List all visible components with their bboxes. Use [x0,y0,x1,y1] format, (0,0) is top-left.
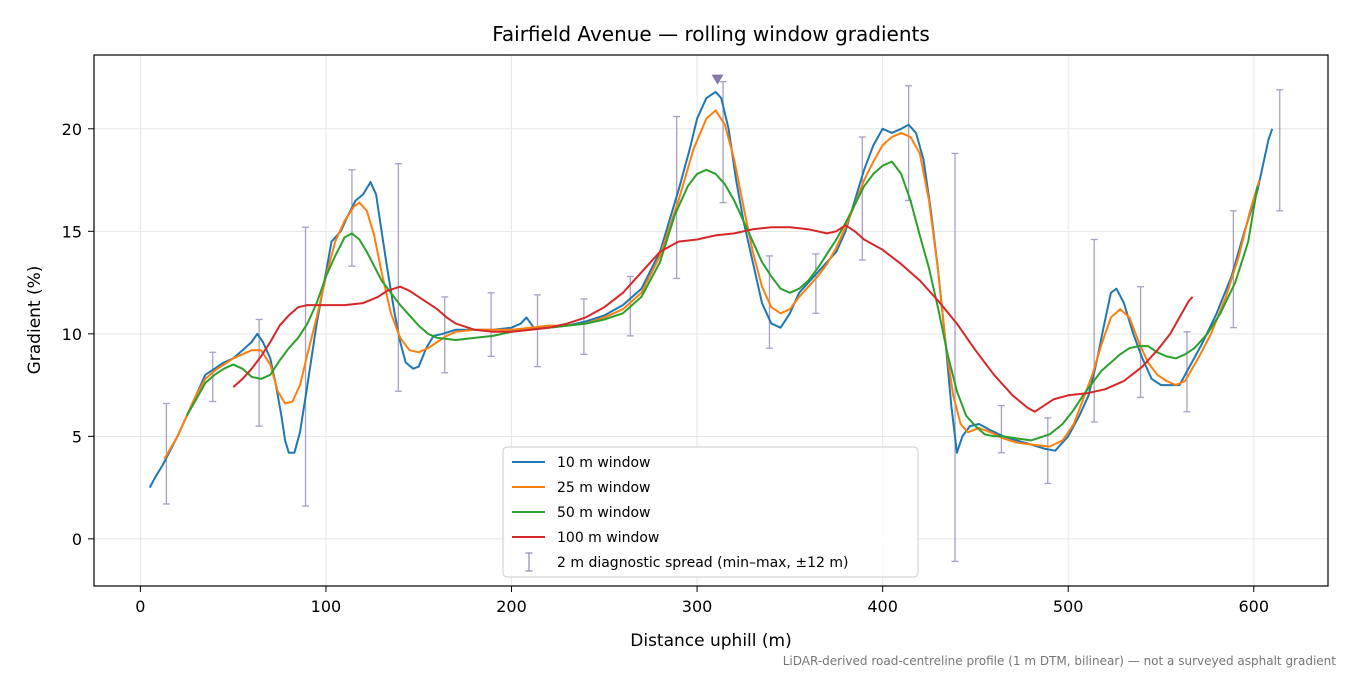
diagnostic-bar [533,294,541,368]
legend-label: 10 m window [557,455,650,471]
x-tick-label: 600 [1239,597,1270,616]
legend-label: 100 m window [557,530,659,546]
series-line-2 [163,109,1261,460]
plot-frame [93,54,1329,587]
x-tick-label: 200 [496,597,527,616]
diagnostic-bar [1137,286,1145,399]
diagnostic-bar [951,152,959,563]
y-tick-label: 10 [62,325,82,344]
x-tick-label: 100 [311,597,342,616]
diagnostic-bar [348,169,356,267]
legend: 10 m window 25 m window 50 m window 100 m w… [502,446,919,578]
diagnostic-bar [394,163,402,392]
x-tick-label: 400 [867,597,898,616]
x-tick-label: 0 [135,597,145,616]
series-line-1 [148,90,1274,489]
y-axis-ticks: 0 5 10 15 20 [62,120,94,549]
diagnostic-bar [812,253,820,314]
y-axis-title: Gradient (%) [25,266,45,375]
diagnostic-bar [858,136,866,261]
diagnostic-bar [1044,417,1052,485]
diagnostic-bar [997,404,1005,454]
x-tick-label: 300 [682,597,713,616]
peak-marker [711,74,724,85]
x-axis-title: Distance uphill (m) [630,631,791,651]
series-line-4 [232,224,1194,413]
legend-label: 2 m diagnostic spread (min–max, ±12 m) [557,555,848,571]
diagnostic-bar [1276,89,1284,212]
series-lines [148,90,1274,489]
y-tick-label: 0 [72,530,82,549]
peak-markers [711,74,724,85]
y-tick-label: 5 [72,427,82,446]
diagnostic-spread-bars [162,81,1284,563]
y-tick-label: 20 [62,120,82,139]
legend-label: 25 m window [557,480,650,496]
diagnostic-bar [487,292,495,358]
diagnostic-bar [441,296,449,374]
x-axis-ticks: 0 100 200 300 400 500 600 [135,586,1269,616]
chart-title: Fairfield Avenue — rolling window gradie… [492,22,930,46]
diagnostic-bar [302,226,310,507]
x-tick-label: 500 [1053,597,1084,616]
legend-label: 50 m window [557,505,650,521]
footnote: LiDAR-derived road-centreline profile (1… [783,654,1337,668]
y-tick-label: 15 [62,222,82,241]
legend-box [502,446,919,578]
series-line-3 [185,160,1259,442]
diagnostic-bar [580,298,588,355]
